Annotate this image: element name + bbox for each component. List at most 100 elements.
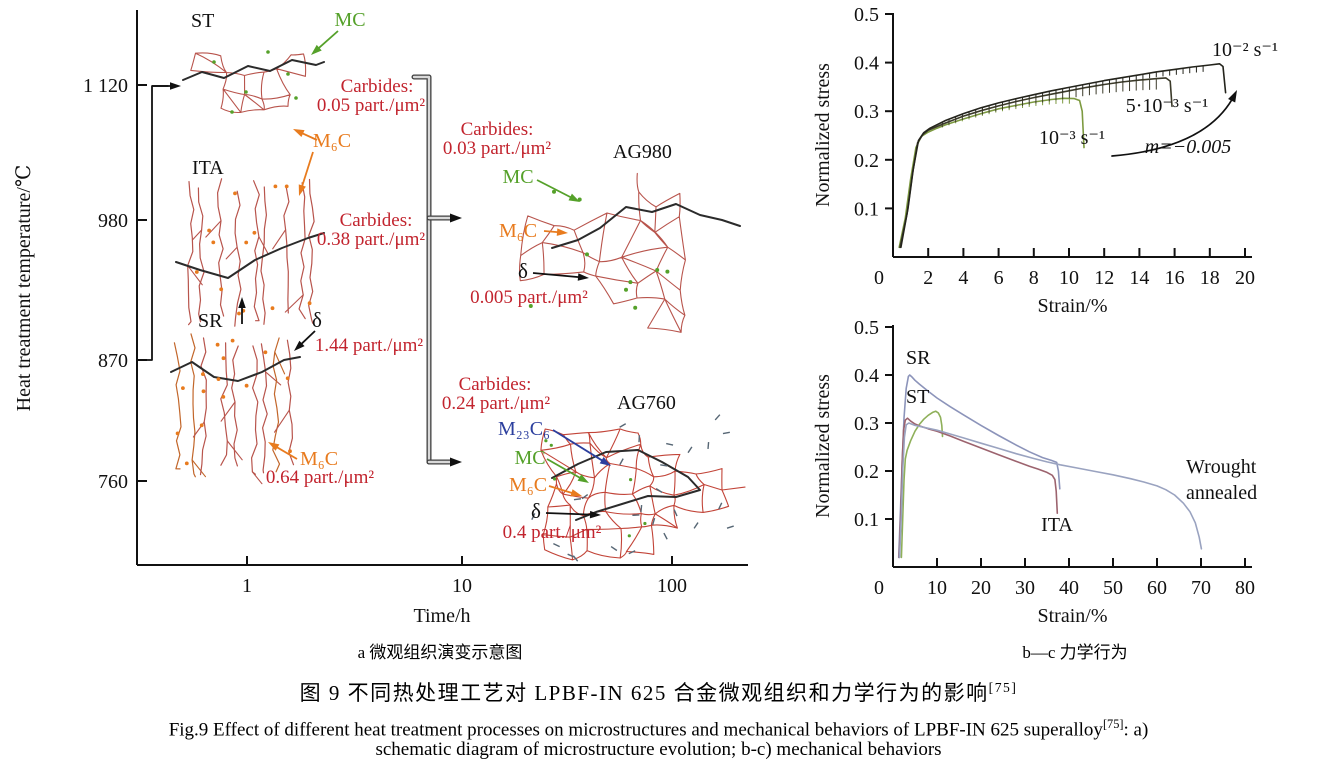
a-x-axis-label: Time/h [413, 605, 470, 627]
caption-chinese: 图 9 不同热处理工艺对 LPBF-IN 625 合金微观组织和力学行为的影响[… [0, 675, 1317, 706]
sr-grain-sketch [231, 345, 239, 467]
c-x-tick-label: 30 [1015, 577, 1035, 599]
ag980-label: AG980 [613, 141, 672, 163]
arrowhead [311, 44, 322, 55]
m6c-dot [285, 376, 290, 381]
delta-dash [666, 442, 674, 446]
bracket-inner [412, 75, 431, 464]
ag980-carbides-label: Carbides: [461, 119, 534, 140]
c-sr-label: SR [906, 347, 931, 369]
ag760-boundary [551, 449, 701, 521]
mc-dot [294, 96, 298, 100]
st-mc-label: MC [334, 9, 365, 31]
b-x-tick-label: 4 [958, 267, 968, 289]
m6c-dot [230, 338, 235, 343]
m6c-dot [219, 287, 224, 292]
arrowhead [450, 213, 462, 223]
b-x-tick-label: 6 [994, 267, 1004, 289]
ag980-boundary [551, 203, 741, 249]
delta-dash [567, 553, 575, 558]
caption-english-text: Fig.9 Effect of different heat treatment… [168, 719, 1103, 741]
ag760-mc-label: MC [514, 447, 545, 469]
ag980-mc-label: MC [502, 166, 533, 188]
mc-dot [552, 189, 556, 194]
ita-grain-sketch [308, 178, 315, 324]
m6c-dot [307, 301, 312, 306]
mc-dot [230, 110, 234, 114]
c-x-tick-label: 70 [1191, 577, 1211, 599]
arrow-shaft [545, 512, 595, 516]
delta-dash [628, 550, 636, 555]
m6c-dot [175, 431, 180, 436]
delta-dash [652, 517, 656, 526]
b-m-exponent-label: m=−0.005 [1145, 136, 1231, 158]
arrowhead [570, 489, 582, 497]
b-x-tick-label: 10 [1059, 267, 1079, 289]
m6c-dot [201, 372, 205, 376]
caption-chinese-text: 图 9 不同热处理工艺对 LPBF-IN 625 合金微观组织和力学行为的影响 [299, 681, 989, 705]
m6c-dot [199, 423, 204, 428]
m6c-dot [181, 386, 185, 390]
arrowhead [238, 297, 246, 308]
delta-dash [673, 509, 678, 517]
temp-connector [140, 85, 169, 361]
c-wrought-label-line2: annealed [1186, 482, 1257, 504]
delta-dash [619, 423, 627, 428]
c-x-tick-label: 20 [971, 577, 991, 599]
sr-grain-sketch [265, 371, 282, 386]
sr-grain-sketch [199, 337, 207, 476]
delta-dash [640, 504, 643, 513]
delta-dash [707, 441, 710, 450]
b-x-tick-label: 8 [1029, 267, 1039, 289]
sr-label: SR [198, 310, 223, 332]
sr-grain-sketch [251, 345, 259, 475]
a-y-tick-label: 760 [98, 471, 128, 493]
ita-carbides-value: 0.38 part./μm² [317, 229, 426, 250]
m6c-dot [263, 350, 268, 355]
ag980-delta-label: δ [518, 259, 528, 283]
b-rate-low-label: 10⁻³ s⁻¹ [1039, 127, 1105, 149]
ag760-m23c6-label: M₂₃C₆ [498, 418, 550, 440]
ag760-carbides-label: Carbides: [459, 374, 532, 395]
mc-dot [585, 252, 589, 257]
sr-grain-sketch [191, 459, 207, 478]
ita-grain-sketch [253, 180, 260, 322]
arrowhead [268, 442, 280, 451]
mc-dot [528, 304, 533, 308]
ag980-carbides-value: 0.03 part./μm² [443, 138, 552, 159]
m6c-dot [270, 306, 275, 311]
mc-dot [544, 439, 548, 443]
b-x-tick-label: 20 [1235, 267, 1255, 289]
sr-grain-sketch [251, 471, 263, 485]
a-x-tick-label: 1 [242, 575, 252, 597]
mc-dot [549, 443, 553, 447]
caption-panel-a: a 微观组织演变示意图 [357, 643, 523, 662]
ita-grain-sketch [284, 294, 304, 313]
ita-grain-sketch [234, 190, 242, 327]
c-st-label: ST [906, 386, 929, 408]
mc-dot [643, 521, 647, 526]
st-carbides-label: Carbides: [341, 76, 414, 97]
a-x-tick-label: 100 [657, 575, 687, 597]
arrowhead [1228, 90, 1237, 103]
sr-grain-sketch [273, 409, 290, 433]
mc-dot [553, 477, 557, 481]
delta-dash [714, 414, 721, 421]
m6c-dot [215, 342, 220, 347]
b-y-tick-label: 0.5 [854, 4, 879, 26]
arrow-shaft [552, 429, 607, 464]
m6c-dot [184, 461, 189, 466]
b-rate-trend-arrow [1111, 93, 1236, 157]
a-y-axis-label: Heat treatment temperature/℃ [13, 165, 35, 412]
b-x-tick-label: 16 [1165, 267, 1185, 289]
series-c-3-curve [898, 422, 1203, 559]
arrow-shaft [546, 458, 585, 481]
c-x-tick-label: 80 [1235, 577, 1255, 599]
arrow-shaft [299, 151, 314, 191]
arrowhead [170, 82, 181, 90]
arrowhead [589, 510, 601, 519]
delta-dash [687, 446, 693, 454]
sr-grain-sketch [173, 342, 182, 470]
ita-grain-sketch [191, 229, 203, 241]
st-m6c-label: M₆C [313, 130, 351, 152]
